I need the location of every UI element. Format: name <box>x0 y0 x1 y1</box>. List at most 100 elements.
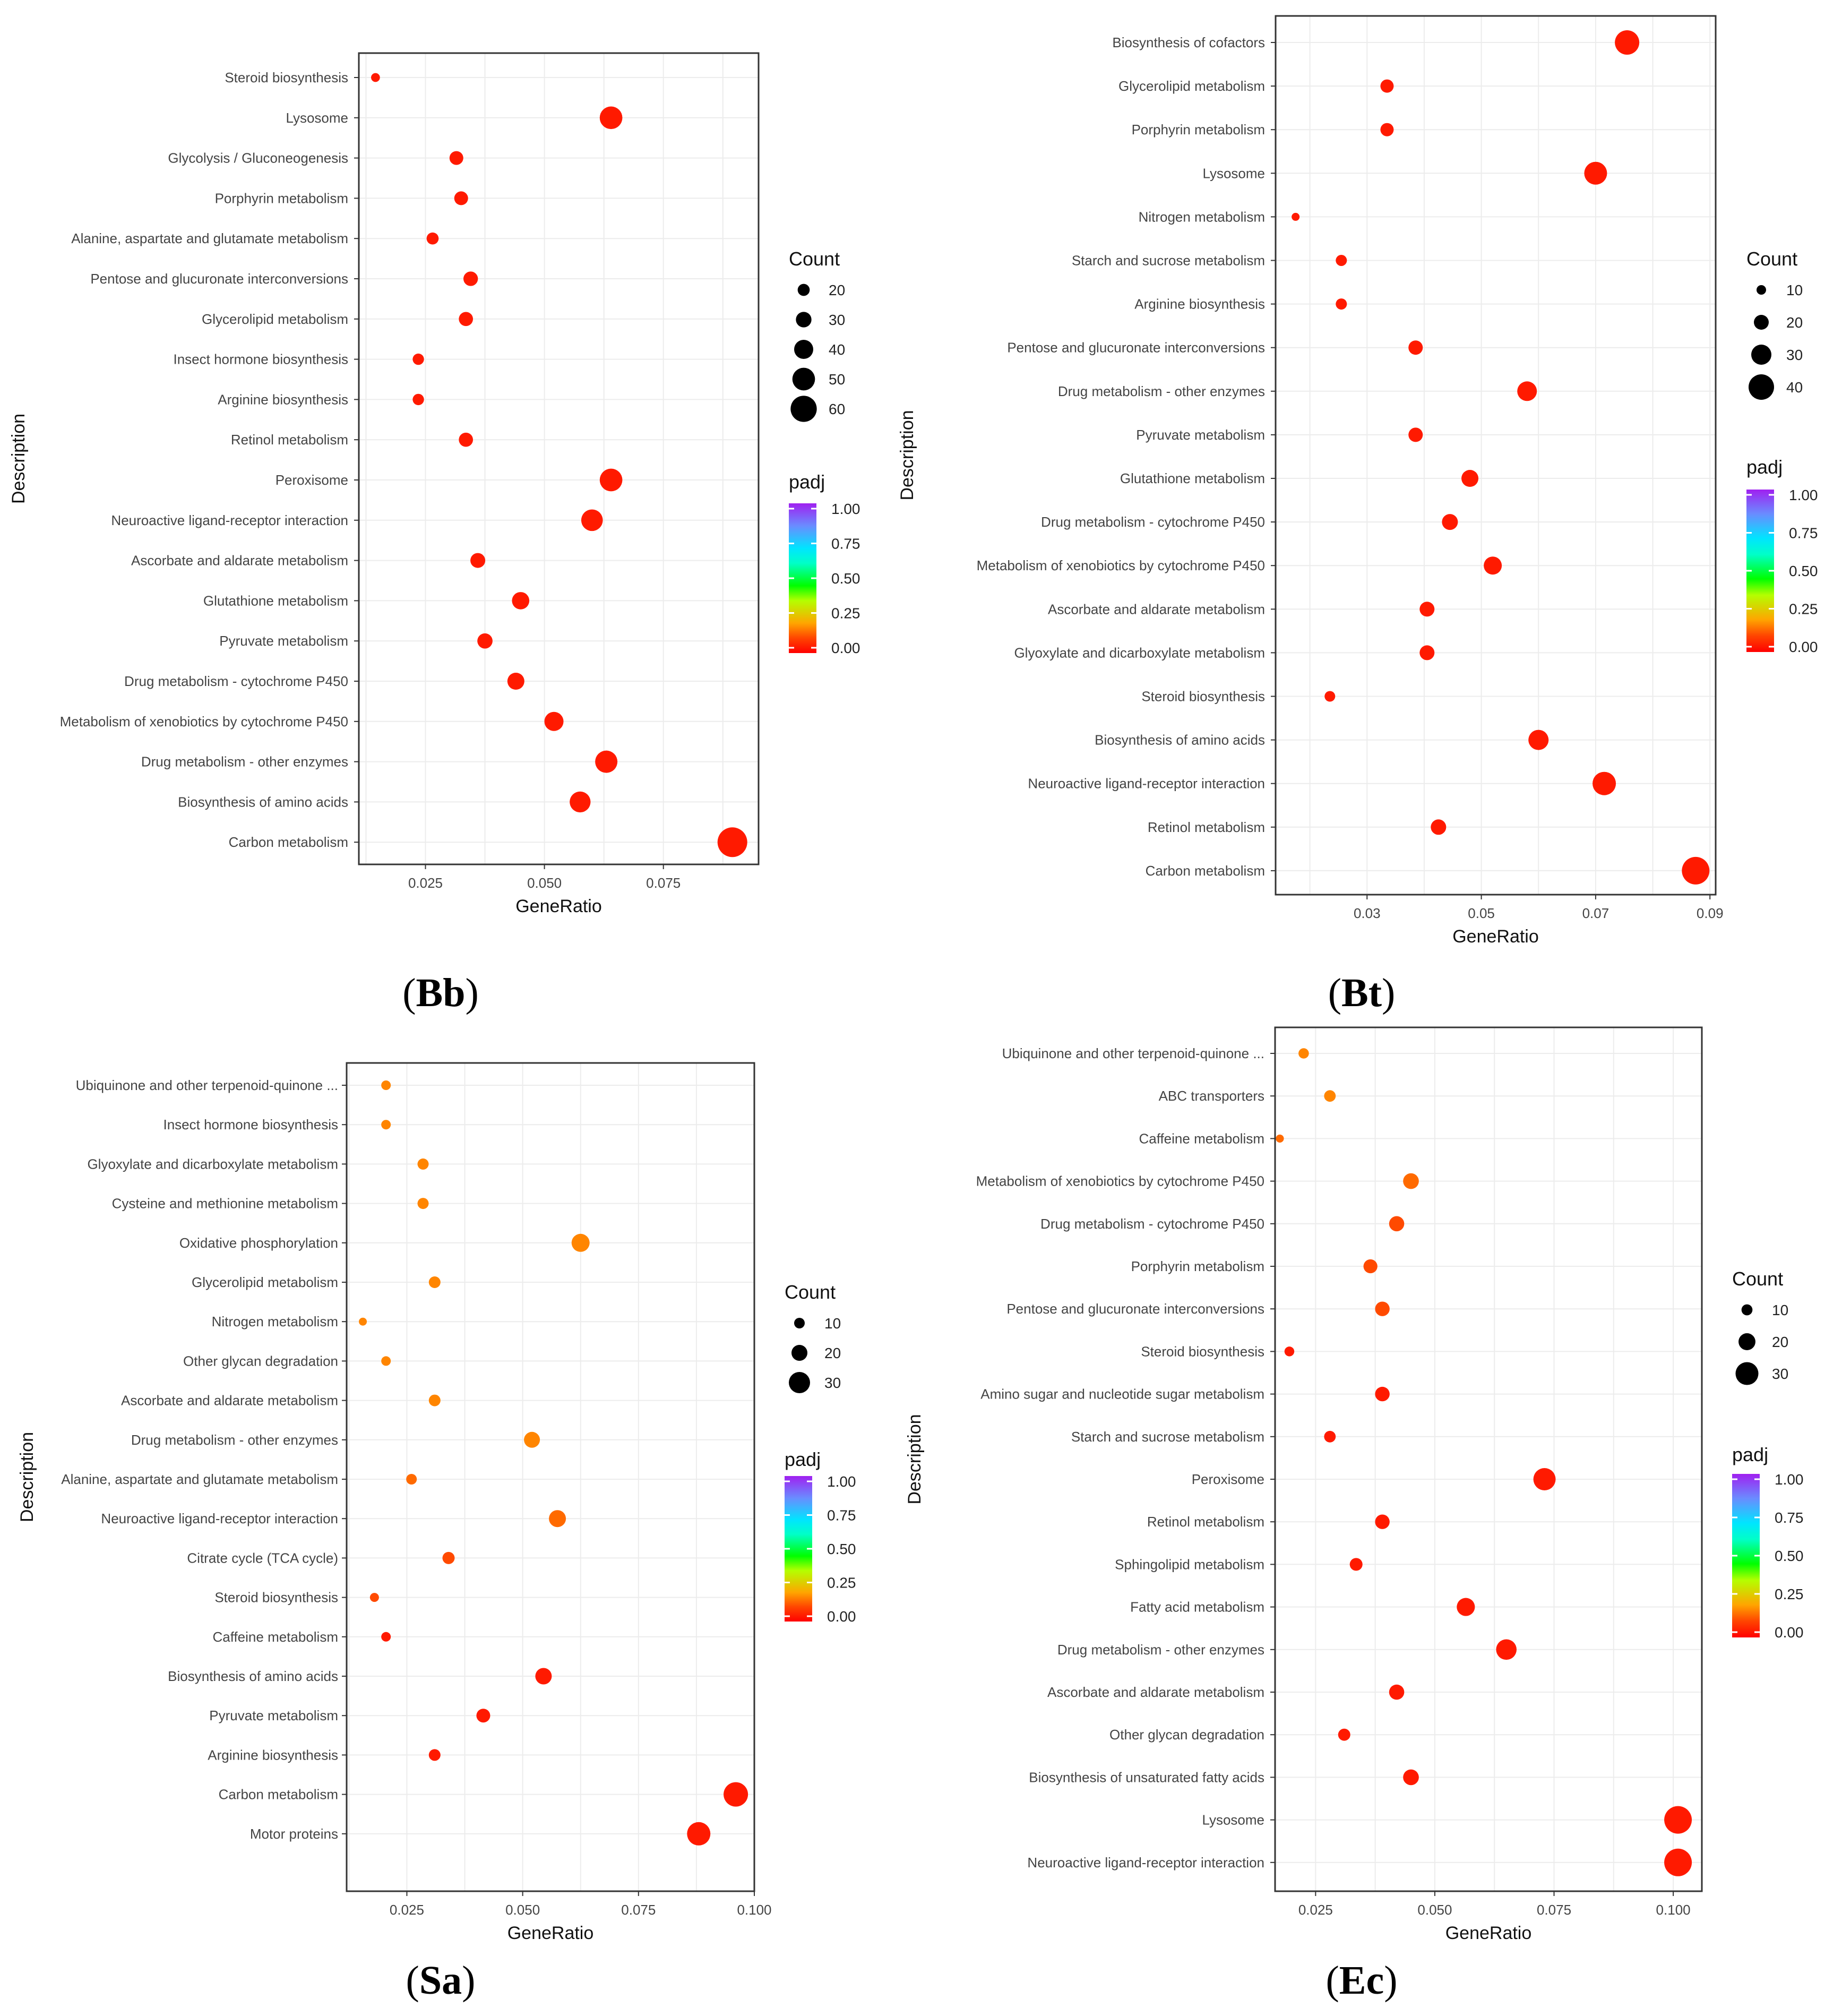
category-label: Ascorbate and aldarate metabolism <box>121 1393 338 1409</box>
data-point[interactable] <box>717 827 747 857</box>
data-point[interactable] <box>1403 1769 1419 1786</box>
data-point[interactable] <box>1375 1386 1390 1402</box>
data-point[interactable] <box>359 1317 367 1326</box>
data-point[interactable] <box>459 432 474 447</box>
data-point[interactable] <box>1682 856 1710 885</box>
data-point[interactable] <box>428 1276 441 1288</box>
data-point[interactable] <box>544 711 564 731</box>
data-point[interactable] <box>581 509 603 531</box>
plot-background <box>1275 1027 1702 1891</box>
data-point[interactable] <box>477 633 493 649</box>
data-point[interactable] <box>507 673 524 690</box>
data-point[interactable] <box>417 1158 429 1170</box>
data-point[interactable] <box>369 1593 379 1602</box>
data-point[interactable] <box>463 271 478 286</box>
data-point[interactable] <box>1419 602 1435 617</box>
x-tick-label: 0.09 <box>1697 905 1724 921</box>
data-point[interactable] <box>1338 1728 1350 1741</box>
data-point[interactable] <box>454 191 468 205</box>
data-point[interactable] <box>1615 30 1640 55</box>
category-label: Porphyrin metabolism <box>1131 1258 1264 1274</box>
data-point[interactable] <box>1517 381 1537 401</box>
data-point[interactable] <box>1408 340 1423 355</box>
data-point[interactable] <box>1584 161 1607 185</box>
caption-paren: ) <box>1382 971 1395 1015</box>
data-point[interactable] <box>1496 1639 1517 1660</box>
data-point[interactable] <box>1403 1173 1419 1189</box>
data-point[interactable] <box>1442 514 1458 530</box>
data-point[interactable] <box>535 1668 552 1685</box>
data-point[interactable] <box>1431 819 1447 835</box>
data-point[interactable] <box>428 1394 441 1406</box>
data-point[interactable] <box>724 1782 748 1807</box>
data-point[interactable] <box>571 1233 590 1252</box>
category-label: Cysteine and methionine metabolism <box>112 1196 338 1212</box>
data-point[interactable] <box>381 1632 391 1642</box>
data-point[interactable] <box>1461 470 1479 487</box>
padj-tick-label: 0.75 <box>827 1507 856 1524</box>
y-axis-title: Description <box>897 410 917 500</box>
category-label: Nitrogen metabolism <box>212 1314 338 1329</box>
data-point[interactable] <box>1336 255 1347 266</box>
category-label: Drug metabolism - cytochrome P450 <box>124 673 348 689</box>
data-point[interactable] <box>1298 1048 1309 1059</box>
category-label: Lysosome <box>1202 1812 1264 1828</box>
data-point[interactable] <box>381 1120 391 1130</box>
data-point[interactable] <box>459 312 474 327</box>
data-point[interactable] <box>381 1356 391 1366</box>
data-point[interactable] <box>570 791 591 813</box>
category-label: Porphyrin metabolism <box>215 190 348 206</box>
data-point[interactable] <box>449 151 463 165</box>
data-point[interactable] <box>1276 1134 1284 1143</box>
data-point[interactable] <box>412 353 424 365</box>
data-point[interactable] <box>1324 1090 1336 1102</box>
data-point[interactable] <box>1664 1848 1692 1876</box>
data-point[interactable] <box>1363 1259 1378 1274</box>
data-point[interactable] <box>524 1431 540 1448</box>
data-point[interactable] <box>1593 771 1616 795</box>
data-point[interactable] <box>549 1510 566 1528</box>
data-point[interactable] <box>1484 556 1502 575</box>
data-point[interactable] <box>599 468 623 492</box>
data-point[interactable] <box>1324 691 1336 702</box>
count-legend-label: 20 <box>829 282 845 298</box>
data-point[interactable] <box>1380 123 1394 136</box>
data-point[interactable] <box>426 232 439 245</box>
data-point[interactable] <box>1457 1598 1475 1616</box>
data-point[interactable] <box>1389 1684 1405 1700</box>
data-point[interactable] <box>1389 1216 1405 1232</box>
data-point[interactable] <box>381 1080 391 1090</box>
padj-tick-label: 0.75 <box>1775 1509 1804 1526</box>
data-point[interactable] <box>1375 1514 1390 1529</box>
data-point[interactable] <box>1380 79 1394 93</box>
data-point[interactable] <box>417 1198 429 1209</box>
category-label: Fatty acid metabolism <box>1130 1599 1264 1615</box>
data-point[interactable] <box>512 592 530 610</box>
data-point[interactable] <box>371 73 380 82</box>
data-point[interactable] <box>1528 730 1549 750</box>
data-point[interactable] <box>1349 1558 1363 1571</box>
y-axis-title: Description <box>905 1414 925 1504</box>
data-point[interactable] <box>1375 1301 1390 1316</box>
data-point[interactable] <box>428 1749 441 1761</box>
data-point[interactable] <box>476 1709 490 1723</box>
data-point[interactable] <box>1664 1806 1692 1834</box>
data-point[interactable] <box>595 750 618 773</box>
data-point[interactable] <box>1408 427 1423 442</box>
data-point[interactable] <box>1336 298 1347 310</box>
data-point[interactable] <box>1324 1430 1336 1443</box>
data-point[interactable] <box>1419 645 1435 660</box>
category-label: Neuroactive ligand-receptor interaction <box>101 1511 338 1526</box>
data-point[interactable] <box>599 106 623 130</box>
category-label: Glutathione metabolism <box>203 593 348 608</box>
count-legend: Count 10 20 30 <box>1732 1268 1788 1385</box>
category-label: Ascorbate and aldarate metabolism <box>1048 601 1265 617</box>
data-point[interactable] <box>687 1822 711 1846</box>
data-point[interactable] <box>470 553 486 568</box>
data-point[interactable] <box>412 393 424 406</box>
data-point[interactable] <box>1533 1468 1556 1490</box>
data-point[interactable] <box>1292 212 1300 221</box>
data-point[interactable] <box>1284 1346 1295 1357</box>
data-point[interactable] <box>406 1474 417 1485</box>
data-point[interactable] <box>442 1551 455 1564</box>
